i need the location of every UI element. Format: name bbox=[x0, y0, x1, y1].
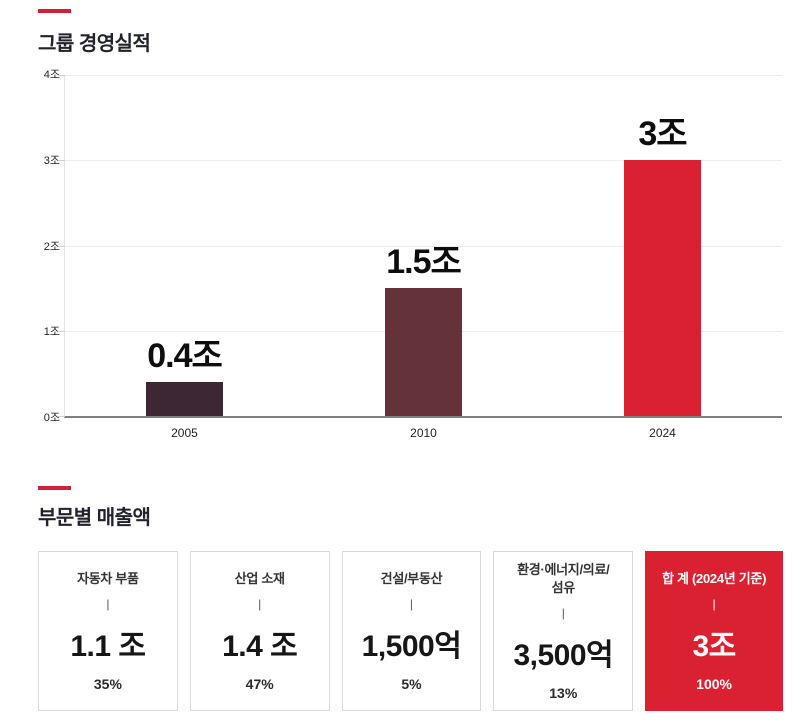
bar-group-2010: 1.5조 2010 bbox=[385, 75, 462, 440]
bar-value-label: 1.5조 bbox=[386, 243, 462, 282]
gridline bbox=[65, 160, 782, 162]
card-value: 3조 bbox=[692, 630, 736, 664]
y-tick-mark bbox=[58, 75, 65, 76]
card-percent: 35% bbox=[93, 676, 122, 693]
card-percent: 47% bbox=[245, 676, 274, 693]
card-label: 자동차 부품 bbox=[77, 570, 139, 586]
card-percent: 5% bbox=[401, 676, 422, 693]
card-value: 3,500억 bbox=[513, 639, 614, 673]
card-label: 합 계 (2024년 기준) bbox=[662, 570, 767, 586]
division-cards-row: 자동차 부품 | 1.1 조 35% 산업 소재 | 1.4 조 47% 건설/… bbox=[38, 551, 783, 711]
gridline bbox=[65, 75, 782, 76]
y-axis-label: 0조 bbox=[43, 412, 60, 424]
bar-2010 bbox=[385, 288, 462, 416]
performance-section-title: 그룹 경영실적 bbox=[38, 33, 151, 55]
y-tick-mark bbox=[58, 416, 65, 417]
revenue-section-title: 부문별 매출액 bbox=[38, 507, 151, 529]
card-percent: 13% bbox=[549, 685, 578, 702]
y-axis-label: 4조 bbox=[43, 69, 60, 81]
y-axis-labels: 0조 1조 2조 3조 4조 bbox=[18, 69, 60, 424]
card-divider: | bbox=[258, 597, 262, 612]
section-accent-line bbox=[38, 9, 71, 13]
card-divider: | bbox=[106, 597, 110, 612]
card-label: 산업 소재 bbox=[234, 570, 285, 586]
card-industrial-materials: 산업 소재 | 1.4 조 47% bbox=[189, 551, 330, 711]
bar-value-label: 3조 bbox=[638, 115, 687, 154]
bar-category-label: 2024 bbox=[649, 426, 676, 440]
card-value: 1.4 조 bbox=[222, 630, 298, 664]
y-axis-label: 3조 bbox=[43, 154, 60, 167]
gridline bbox=[65, 245, 782, 247]
bar-value-label: 0.4조 bbox=[147, 336, 223, 375]
card-divider: | bbox=[561, 606, 565, 621]
card-total: 합 계 (2024년 기준) | 3조 100% bbox=[645, 551, 783, 711]
card-value: 1.1 조 bbox=[70, 630, 146, 664]
card-value: 1,500억 bbox=[361, 630, 462, 664]
bar-2005 bbox=[145, 381, 223, 416]
y-axis-label: 2조 bbox=[43, 240, 60, 253]
bar-category-label: 2010 bbox=[410, 426, 437, 440]
card-label: 건설/부동산 bbox=[380, 570, 443, 586]
card-divider: | bbox=[712, 597, 716, 612]
bar-group-2005: 0.4조 2005 bbox=[145, 75, 223, 440]
card-auto-parts: 자동차 부품 | 1.1 조 35% bbox=[38, 551, 178, 711]
card-percent: 100% bbox=[696, 676, 732, 693]
y-axis-label: 1조 bbox=[43, 326, 60, 339]
y-tick-mark bbox=[58, 160, 65, 162]
bar-category-label: 2005 bbox=[171, 426, 198, 440]
bar-2024 bbox=[624, 160, 701, 416]
y-tick-mark bbox=[58, 330, 65, 332]
card-env-energy-medical-textile: 환경·에너지/의료/ 섬유 | 3,500억 13% bbox=[493, 551, 634, 711]
card-label: 환경·에너지/의료/ 섬유 bbox=[517, 561, 610, 595]
bar-group-2024: 3조 2024 bbox=[624, 75, 701, 440]
card-divider: | bbox=[409, 597, 414, 612]
bar-chart-plot: 0.4조 2005 1.5조 2010 3조 2024 bbox=[58, 75, 782, 440]
section-accent-line bbox=[38, 486, 71, 490]
y-tick-mark bbox=[58, 245, 65, 247]
card-construction-realestate: 건설/부동산 | 1,500억 5% bbox=[341, 551, 482, 711]
